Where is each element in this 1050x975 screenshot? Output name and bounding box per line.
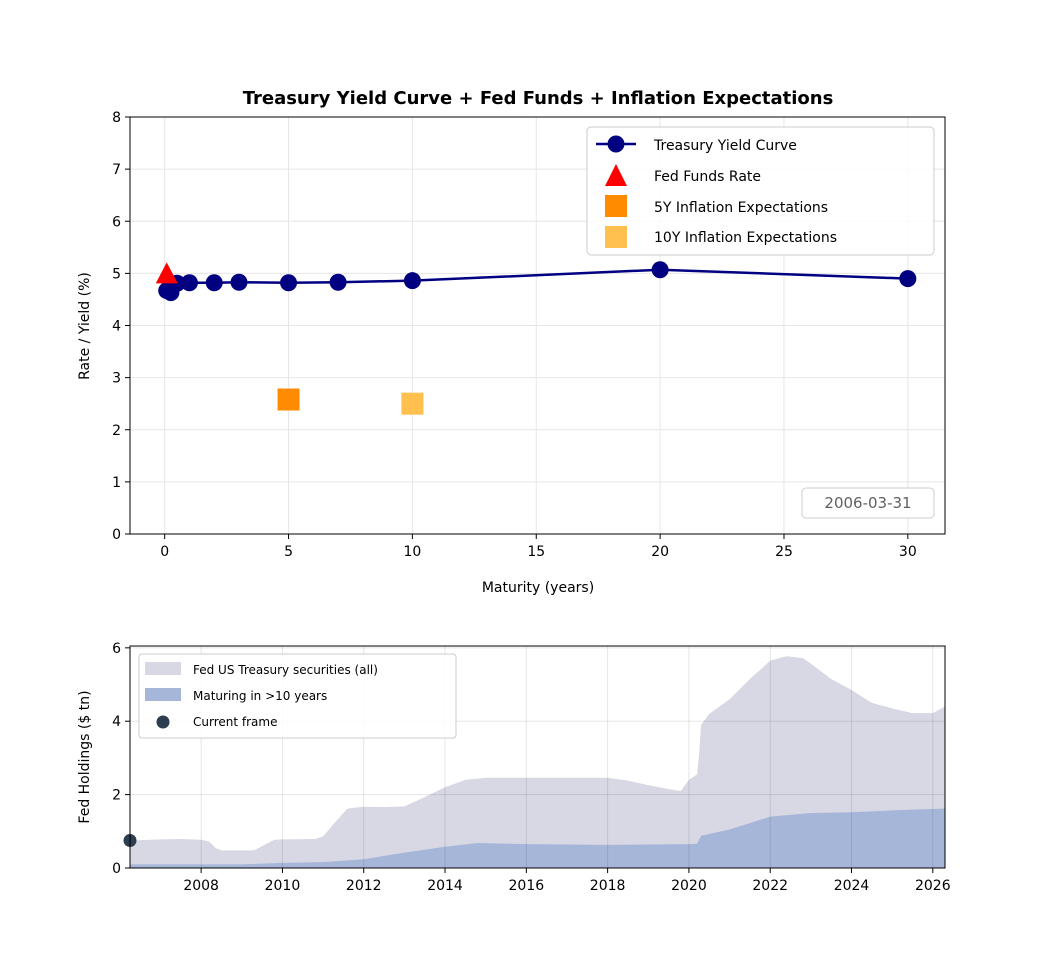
legend-entry-fed-funds: Fed Funds Rate — [605, 164, 761, 186]
holdings-y-tick-label: 4 — [112, 714, 121, 730]
yield-y-axis-label: Rate / Yield (%) — [77, 272, 93, 380]
date-badge-text: 2006-03-31 — [824, 494, 911, 512]
holdings-x-tick-label: 2022 — [752, 878, 788, 894]
legend-current-frame-label: Current frame — [193, 715, 277, 729]
legend-5y-inflation-label: 5Y Inflation Expectations — [654, 200, 828, 216]
legend-long-maturity-swatch — [145, 688, 181, 701]
holdings-ticks: 2008 2010 2012 2014 2016 2018 2020 2022 2024 2026… — [112, 641, 951, 894]
legend-treasury-marker — [607, 135, 625, 153]
holdings-series — [130, 656, 945, 868]
yield-y-tick-label: 1 — [112, 475, 121, 491]
treasury-yield-point — [329, 273, 347, 291]
yield-ticks: 0 5 10 15 20 25 30 0 1 2 3 4 5 6 7 8 — [112, 110, 917, 560]
yield-series — [155, 261, 917, 415]
holdings-x-tick-label: 2026 — [915, 878, 951, 894]
yield-legend: Treasury Yield Curve Fed Funds Rate 5Y I… — [586, 126, 935, 256]
holdings-x-tick-label: 2024 — [834, 878, 870, 894]
legend-10y-inflation-label: 10Y Inflation Expectations — [654, 230, 837, 246]
treasury-yield-point — [899, 270, 917, 288]
treasury-yield-point — [230, 273, 248, 291]
treasury-yield-point — [205, 274, 223, 292]
legend-all-treasuries-label: Fed US Treasury securities (all) — [193, 663, 378, 677]
holdings-x-tick-label: 2016 — [509, 878, 545, 894]
treasury-yield-point — [403, 272, 421, 290]
yield-x-tick-label: 25 — [775, 544, 793, 560]
legend-entry-5y-inflation: 5Y Inflation Expectations — [605, 195, 828, 217]
yield-y-tick-label: 6 — [112, 214, 121, 230]
holdings-y-tick-label: 0 — [112, 861, 121, 877]
yield-y-tick-label: 0 — [112, 527, 121, 543]
treasury-yield-point — [180, 274, 198, 292]
legend-all-treasuries-swatch — [145, 662, 181, 675]
legend-10y-inflation-marker — [605, 226, 627, 248]
yield-chart-title: Treasury Yield Curve + Fed Funds + Infla… — [243, 88, 834, 109]
legend-treasury-label: Treasury Yield Curve — [653, 138, 797, 154]
legend-entry-current-frame: Current frame — [156, 715, 277, 729]
legend-entry-long-maturity: Maturing in >10 years — [145, 688, 327, 703]
legend-fed-funds-label: Fed Funds Rate — [654, 169, 761, 185]
yield-x-tick-label: 0 — [160, 544, 169, 560]
legend-fed-funds-marker — [605, 164, 627, 186]
holdings-y-tick-label: 6 — [112, 641, 121, 657]
yield-y-tick-label: 3 — [112, 371, 121, 387]
legend-entry-all-treasuries: Fed US Treasury securities (all) — [145, 662, 378, 677]
legend-long-maturity-label: Maturing in >10 years — [193, 689, 327, 703]
yield-y-tick-label: 7 — [112, 162, 121, 178]
yield-x-tick-label: 5 — [284, 544, 293, 560]
yield-y-tick-label: 2 — [112, 423, 121, 439]
all-treasuries-area — [130, 656, 945, 868]
yield-y-tick-label: 5 — [112, 266, 121, 282]
treasury-yield-point — [280, 274, 298, 292]
treasury-yield-point — [651, 261, 669, 279]
holdings-y-axis-label: Fed Holdings ($ tn) — [77, 690, 93, 823]
holdings-legend-box — [138, 653, 457, 739]
legend-entry-treasury: Treasury Yield Curve — [596, 135, 797, 154]
yield-x-axis-label: Maturity (years) — [482, 580, 594, 596]
holdings-y-tick-label: 2 — [112, 788, 121, 804]
holdings-x-tick-label: 2018 — [590, 878, 626, 894]
holdings-x-tick-label: 2020 — [671, 878, 707, 894]
yield-chart: Treasury Yield Curve + Fed Funds + Infla… — [77, 88, 946, 596]
holdings-x-tick-label: 2010 — [265, 878, 301, 894]
fed-funds-point — [155, 262, 178, 284]
yield-x-tick-label: 20 — [651, 544, 669, 560]
holdings-chart: 2008 2010 2012 2014 2016 2018 2020 2022 2024 2026… — [77, 641, 951, 894]
yield-legend-box — [586, 126, 935, 256]
holdings-x-tick-label: 2014 — [427, 878, 463, 894]
yield-x-tick-label: 30 — [899, 544, 917, 560]
yield-x-tick-label: 10 — [403, 544, 421, 560]
long-maturity-area — [130, 808, 945, 868]
holdings-legend: Fed US Treasury securities (all) Maturin… — [138, 653, 457, 739]
yield-y-tick-label: 8 — [112, 110, 121, 126]
inflation-10y-point — [401, 392, 424, 415]
date-badge: 2006-03-31 — [801, 487, 935, 519]
inflation-5y-point — [277, 388, 300, 411]
legend-entry-10y-inflation: 10Y Inflation Expectations — [605, 226, 837, 248]
yield-x-tick-label: 15 — [527, 544, 545, 560]
holdings-x-tick-label: 2008 — [183, 878, 219, 894]
holdings-plot-frame — [129, 645, 946, 869]
yield-y-tick-label: 4 — [112, 319, 121, 335]
holdings-x-tick-label: 2012 — [346, 878, 382, 894]
yield-plot-frame — [129, 116, 946, 535]
legend-current-frame-marker — [156, 715, 170, 729]
legend-5y-inflation-marker — [605, 195, 627, 217]
date-badge-box — [801, 487, 935, 519]
